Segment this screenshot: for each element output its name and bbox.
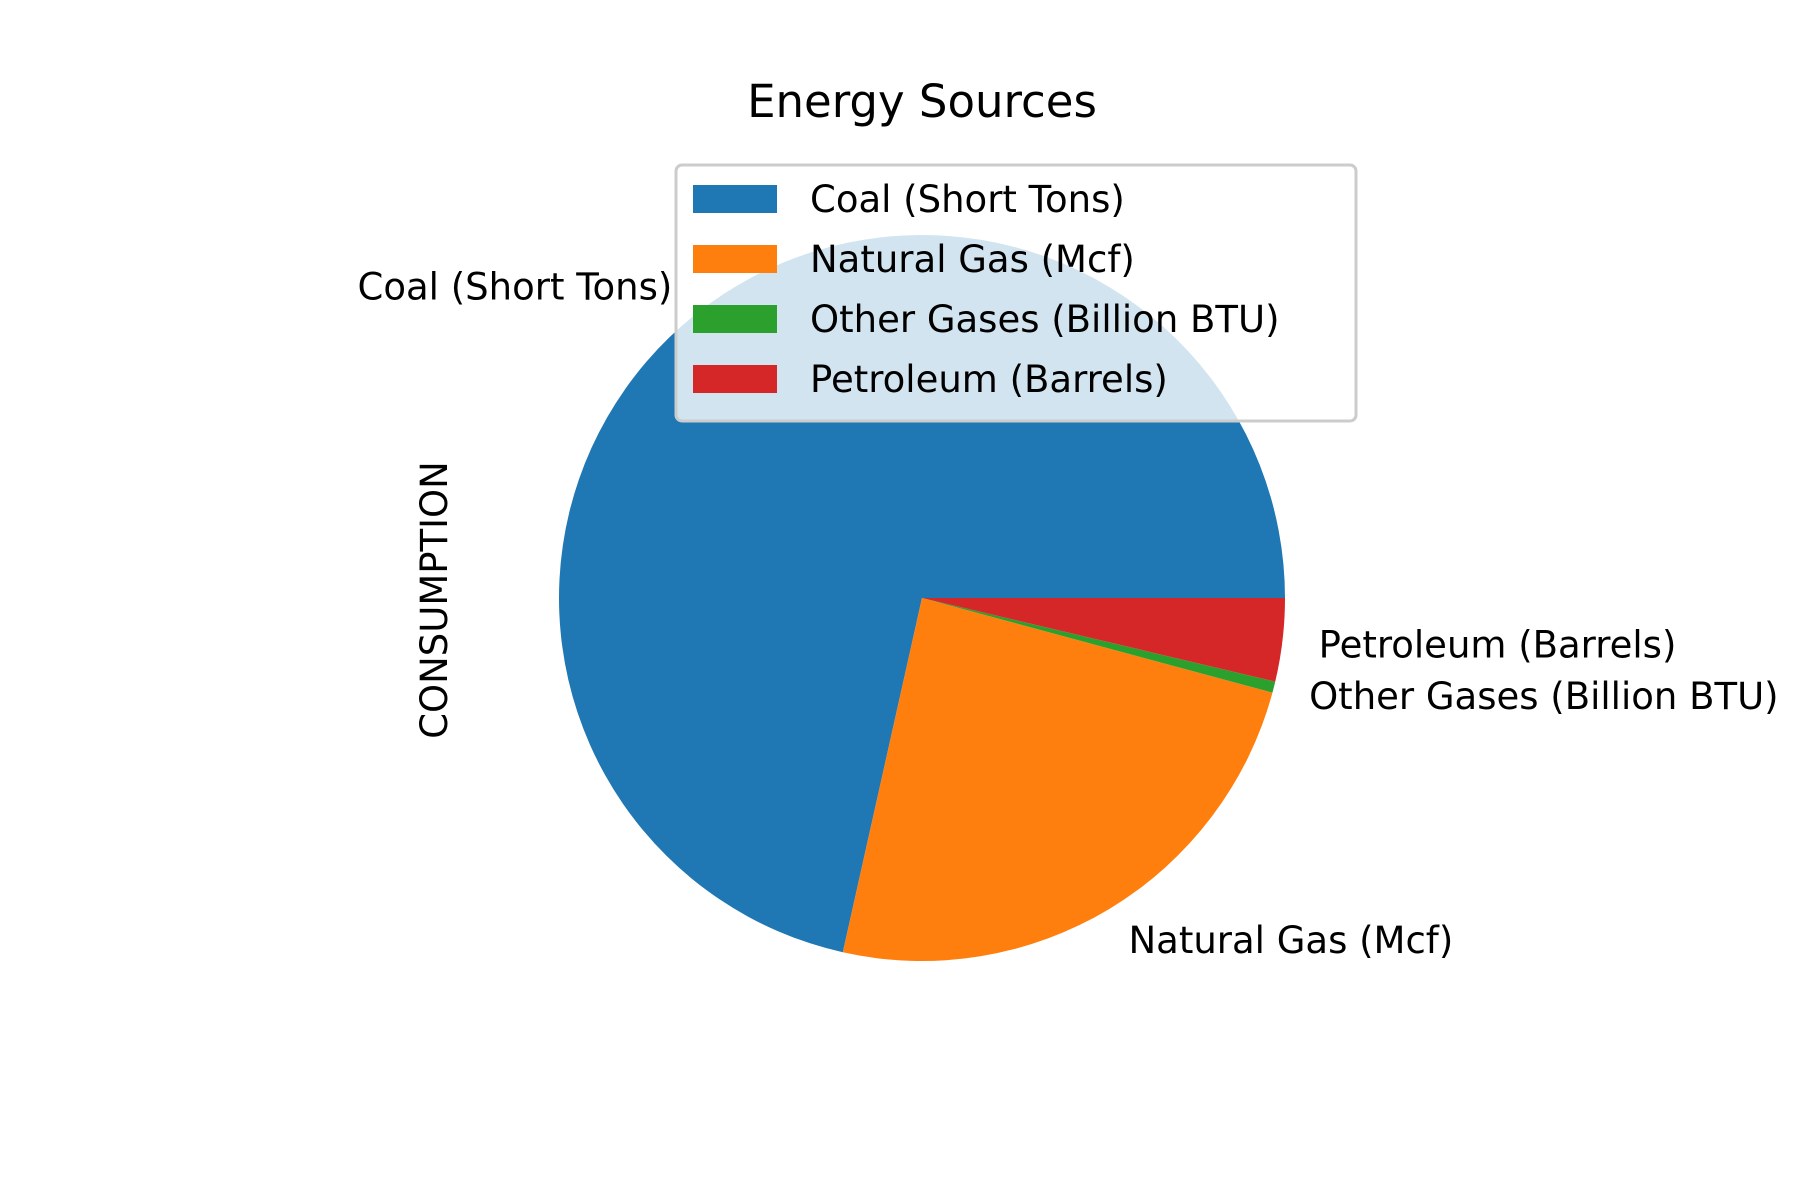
legend-box	[674, 163, 1358, 423]
legend-swatch-2	[693, 245, 777, 273]
legend-label-2: Natural Gas (Mcf)	[810, 238, 1135, 281]
chart-title: Energy Sources	[747, 75, 1097, 128]
legend-swatch-1	[693, 185, 777, 213]
pie-labels: Coal (Short Tons) Natural Gas (Mcf) Other …	[358, 265, 1779, 961]
pie-slice-4	[922, 598, 1285, 682]
pie-label-4: Petroleum (Barrels)	[1319, 623, 1677, 666]
legend-label-1: Coal (Short Tons)	[810, 178, 1125, 221]
pie-slice-3	[922, 598, 1276, 693]
legend-swatch-4	[693, 365, 777, 393]
pie-slice-2	[842, 598, 1273, 962]
legend-label-4: Petroleum (Barrels)	[810, 358, 1168, 401]
pie-label-3: Other Gases (Billion BTU)	[1309, 675, 1779, 718]
pie-label-1: Coal (Short Tons)	[358, 265, 673, 308]
y-axis-label: CONSUMPTION	[413, 461, 456, 739]
legend-swatch-3	[693, 305, 777, 333]
legend-label-3: Other Gases (Billion BTU)	[810, 298, 1280, 341]
pie-label-2: Natural Gas (Mcf)	[1128, 919, 1453, 962]
legend: Coal (Short Tons) Natural Gas (Mcf) Other …	[674, 163, 1358, 423]
